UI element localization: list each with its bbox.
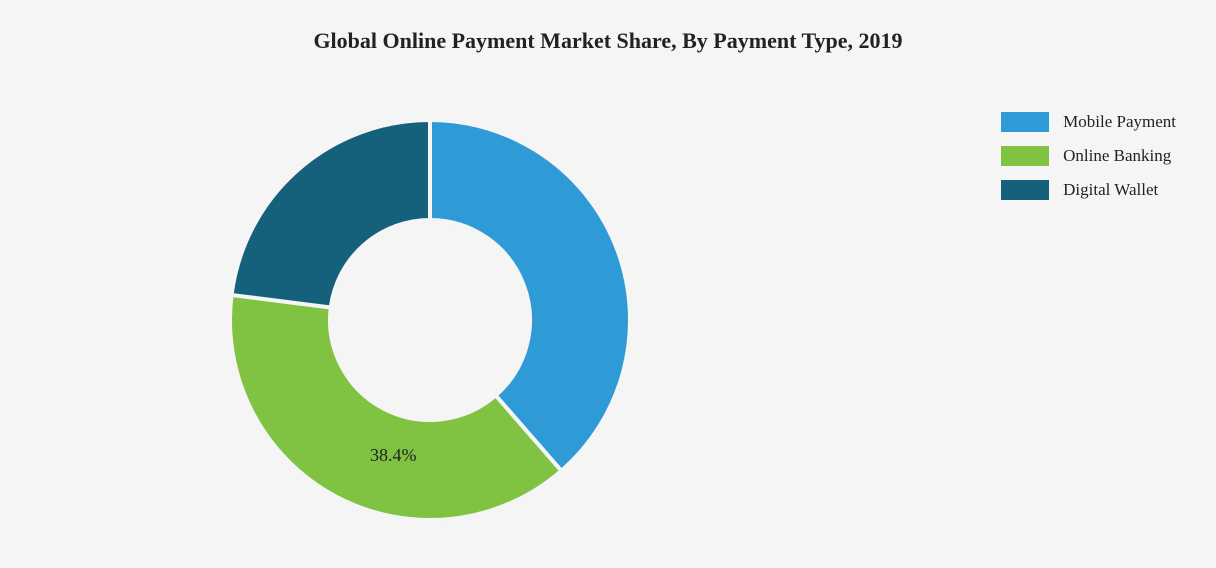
legend-swatch — [1001, 146, 1049, 166]
legend-label: Digital Wallet — [1063, 180, 1158, 200]
legend-item-online-banking: Online Banking — [1001, 146, 1176, 166]
legend-label: Online Banking — [1063, 146, 1171, 166]
legend-swatch — [1001, 180, 1049, 200]
legend-item-mobile-payment: Mobile Payment — [1001, 112, 1176, 132]
donut-slice-digital-wallet — [232, 120, 430, 307]
donut-chart — [0, 0, 1216, 568]
legend: Mobile Payment Online Banking Digital Wall… — [1001, 112, 1176, 214]
legend-label: Mobile Payment — [1063, 112, 1176, 132]
slice-label-online-banking: 38.4% — [370, 445, 417, 466]
legend-item-digital-wallet: Digital Wallet — [1001, 180, 1176, 200]
legend-swatch — [1001, 112, 1049, 132]
